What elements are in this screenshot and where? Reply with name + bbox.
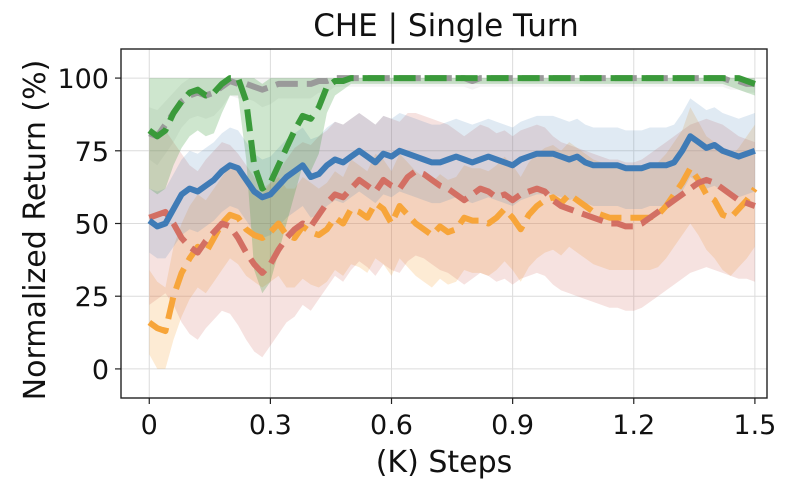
x-tick-label: 0	[141, 410, 158, 441]
y-tick-label: 100	[57, 64, 109, 95]
blue-solid-band	[149, 98, 755, 259]
blue-solid-line	[147, 133, 756, 230]
orange-dashed-band	[149, 107, 755, 369]
y-tick-label: 75	[75, 137, 109, 168]
gray-dashed-band	[149, 78, 755, 166]
y-axis-ticks: 0 25 50 75 100	[57, 64, 121, 386]
green-dashed-line	[147, 75, 756, 192]
green-dashed-band	[149, 78, 755, 294]
y-axis-label: Normalized Return (%)	[18, 60, 53, 401]
y-tick-label: 50	[75, 210, 109, 241]
series-lines	[147, 75, 758, 335]
x-tick-label: 0.6	[370, 410, 413, 441]
chart-title: CHE | Single Turn	[313, 8, 579, 44]
confidence-bands	[149, 78, 755, 369]
x-tick-label: 1.2	[612, 410, 655, 441]
x-tick-label: 0.9	[491, 410, 534, 441]
x-tick-label: 0.3	[249, 410, 292, 441]
orange-dashed-line	[147, 165, 758, 335]
x-axis-label: (K) Steps	[376, 445, 513, 480]
red-dashed-line	[148, 168, 756, 276]
x-tick-label: 1.5	[733, 410, 776, 441]
y-tick-label: 25	[75, 282, 109, 313]
red-dashed-band	[149, 113, 755, 358]
x-axis-ticks: 0 0.3 0.6 0.9 1.2 1.5	[141, 398, 776, 441]
y-tick-label: 0	[92, 355, 109, 386]
